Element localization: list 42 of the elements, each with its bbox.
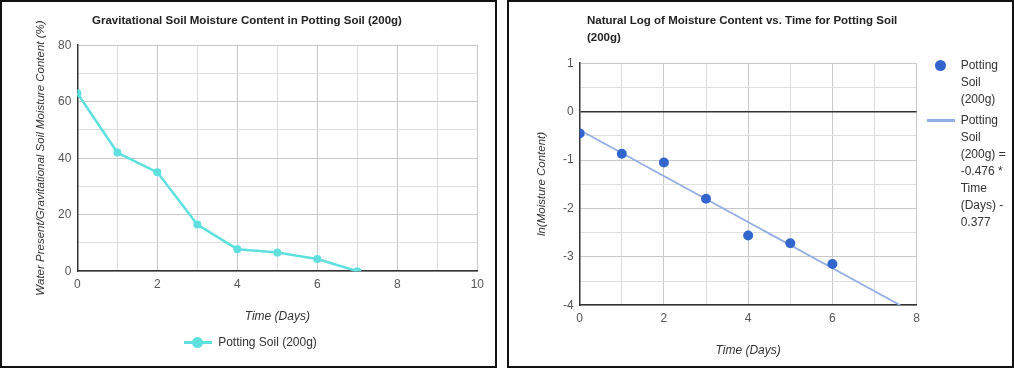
x-tick-label: 2 — [154, 276, 161, 291]
point — [113, 148, 122, 157]
y-tick-label: -2 — [563, 200, 574, 215]
point — [153, 168, 162, 177]
point — [827, 259, 838, 270]
legend-label: Potting Soil (200g) — [960, 57, 999, 109]
point — [785, 238, 796, 249]
y-tick-label: 60 — [57, 94, 72, 109]
x-tick-label: 6 — [829, 310, 837, 325]
point — [193, 220, 202, 229]
x-axis-title: Time (Days) — [715, 343, 781, 358]
y-tick-label: 1 — [566, 55, 574, 70]
legend-label: Potting Soil (200g) — [218, 334, 317, 351]
y-tick-label: 40 — [57, 150, 72, 165]
point — [658, 157, 669, 168]
x-tick-label: 10 — [470, 276, 485, 291]
y-tick-label: -1 — [563, 152, 574, 167]
chart-title: Natural Log of Moisture Content vs. Time for Potting Soil (200g) — [587, 13, 899, 45]
x-tick-label: 8 — [393, 276, 401, 291]
y-tick-label: 80 — [57, 37, 72, 52]
point — [701, 193, 712, 204]
x-tick-label: 0 — [576, 310, 584, 325]
x-tick-label: 8 — [913, 310, 921, 325]
chart-title: Gravitational Soil Moisture Content in Potting Soil (200g) — [92, 13, 403, 28]
point — [233, 245, 242, 254]
point — [273, 248, 282, 257]
point — [313, 255, 322, 264]
y-axis-title: ln(Moisture Content) — [535, 131, 547, 239]
y-axis-title: Water Present/Gravitational Soil Moisture Content (%) — [34, 19, 46, 298]
point — [743, 230, 754, 241]
y-tick-label: 20 — [57, 207, 72, 222]
y-tick-label: 0 — [64, 263, 72, 278]
x-tick-label: 6 — [313, 276, 321, 291]
x-tick-label: 4 — [744, 310, 752, 325]
y-tick-label: -3 — [563, 249, 574, 264]
x-axis-title: Time (Days) — [244, 309, 310, 324]
point — [616, 148, 627, 159]
x-tick-label: 4 — [234, 276, 241, 291]
y-tick-label: -4 — [563, 297, 574, 312]
y-tick-label: 0 — [566, 103, 574, 118]
x-tick-label: 2 — [660, 310, 668, 325]
legend-label: Potting Soil (200g) = -0.476 * Time (Days) - 0.377 — [960, 112, 1007, 232]
